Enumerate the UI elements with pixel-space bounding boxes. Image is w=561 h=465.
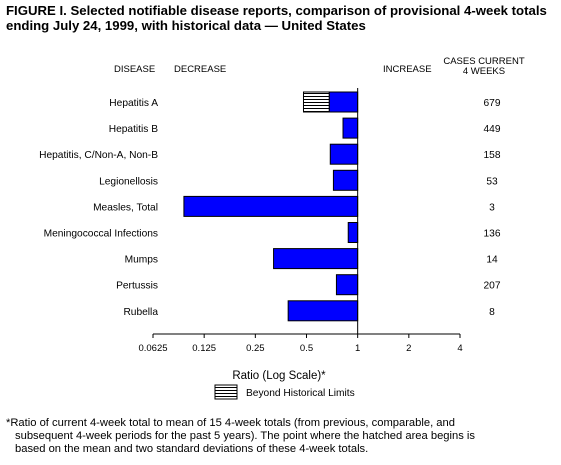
x-tick-label-6: 4	[457, 343, 462, 354]
footnote-line3: based on the mean and two standard devia…	[15, 443, 369, 455]
category-label-7: Pertussis	[116, 281, 158, 292]
legend-label: Beyond Historical Limits	[246, 388, 355, 399]
bar-6	[273, 248, 359, 270]
cases-header-line2: 4 WEEKS	[462, 66, 506, 77]
x-tick-label-0: 0.0625	[138, 343, 167, 354]
disease-column-header: DISEASE	[114, 64, 156, 75]
x-tick-label-5: 2	[406, 343, 411, 354]
category-label-4: Measles, Total	[93, 202, 158, 213]
case-count-3: 53	[486, 176, 498, 187]
bar-hatched-0	[302, 91, 330, 113]
x-axis-ticks: 0.0625 0.125 0.25 0.5 1 2 4	[138, 334, 463, 354]
x-tick-label-4: 1	[355, 343, 360, 354]
category-label-8: Rubella	[123, 307, 158, 318]
case-counts: 679 449 158 53 3 136 14 207 8	[484, 98, 501, 318]
bar-0	[328, 91, 359, 113]
case-count-2: 158	[484, 150, 501, 161]
footnote-line1: *Ratio of current 4-week total to mean o…	[6, 417, 455, 429]
x-tick-label-2: 0.25	[246, 343, 265, 354]
category-label-6: Mumps	[125, 255, 158, 266]
category-labels: Hepatitis A Hepatitis B Hepatitis, C/Non-A…	[39, 98, 158, 318]
chart: Hepatitis A Hepatitis B Hepatitis, C/Non-A…	[39, 88, 501, 400]
bar-4	[183, 195, 359, 217]
case-count-0: 679	[484, 98, 501, 109]
category-label-5: Meningococcal Infections	[44, 229, 158, 240]
cases-column-header: CASES CURRENT 4 WEEKS	[438, 57, 530, 77]
case-count-7: 207	[484, 281, 501, 292]
case-count-6: 14	[486, 255, 498, 266]
category-label-0: Hepatitis A	[109, 98, 158, 109]
x-tick-label-1: 0.125	[192, 343, 216, 354]
bar-7	[335, 274, 359, 296]
footnote: *Ratio of current 4-week total to mean o…	[6, 417, 554, 456]
footnote-line2: subsequent 4-week periods for the past 5…	[15, 430, 476, 442]
category-label-3: Legionellosis	[99, 176, 158, 187]
bar-8	[287, 300, 359, 322]
legend: Beyond Historical Limits	[214, 384, 355, 400]
bar-2	[329, 143, 359, 165]
bar-5	[347, 222, 359, 243]
cases-header-line1: CASES CURRENT	[443, 56, 525, 67]
category-label-2: Hepatitis, C/Non-A, Non-B	[39, 150, 158, 161]
case-count-8: 8	[489, 307, 495, 318]
bar-1	[342, 117, 359, 139]
decrease-header: DECREASE	[174, 64, 227, 75]
increase-header: INCREASE	[383, 64, 432, 75]
figure-title: FIGURE I. Selected notifiable disease re…	[6, 3, 547, 33]
case-count-5: 136	[484, 229, 501, 240]
bar-3	[332, 169, 359, 191]
legend-hatch-swatch	[214, 384, 238, 400]
bars	[183, 91, 359, 322]
category-label-1: Hepatitis B	[109, 124, 158, 135]
case-count-4: 3	[489, 202, 495, 213]
case-count-1: 449	[484, 124, 501, 135]
x-axis-label: Ratio (Log Scale)*	[232, 370, 326, 382]
x-tick-label-3: 0.5	[300, 343, 313, 354]
